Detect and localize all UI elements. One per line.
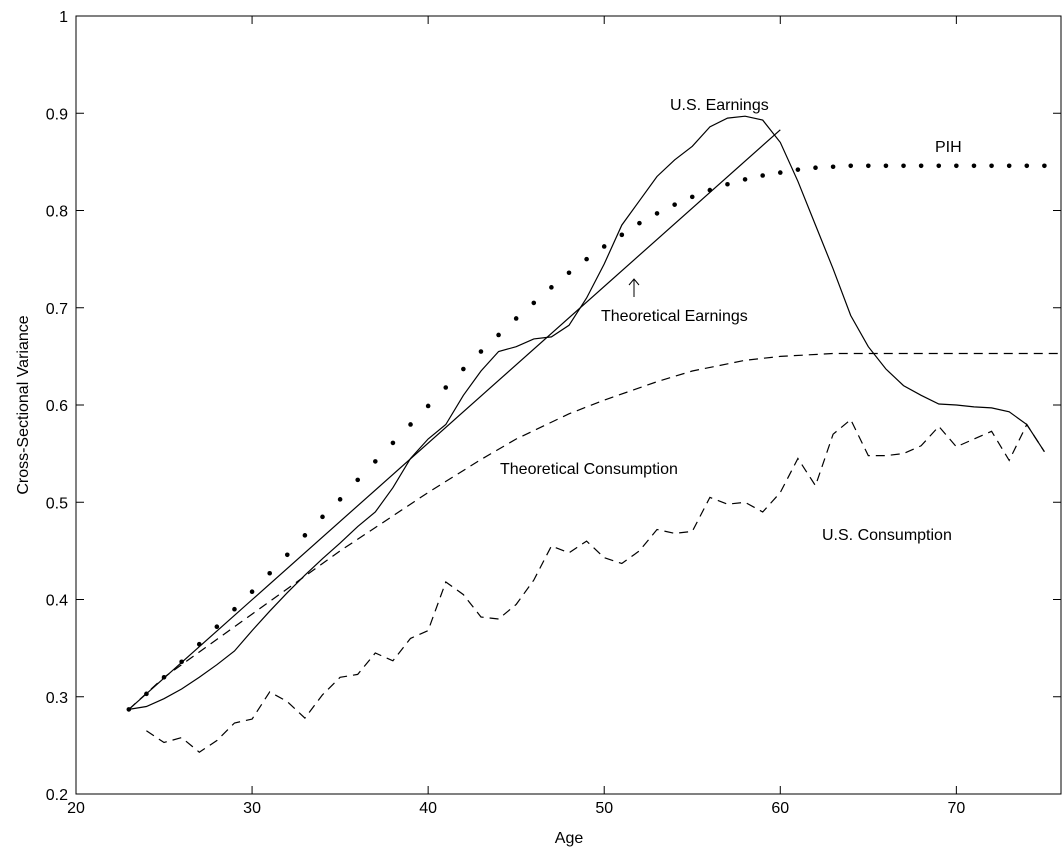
data-point — [196, 641, 202, 647]
annotation-arrow-head — [628, 278, 640, 286]
data-point — [496, 332, 501, 338]
data-point — [601, 244, 607, 249]
data-point — [513, 316, 519, 321]
data-point — [566, 270, 572, 276]
series-line — [128, 115, 1045, 710]
data-point — [390, 440, 396, 446]
data-point — [214, 624, 220, 630]
data-point — [883, 163, 889, 169]
x-tick-label: 40 — [419, 800, 437, 817]
data-point — [707, 187, 713, 193]
data-point — [689, 194, 695, 200]
data-point — [971, 163, 977, 169]
annotation: U.S. Earnings — [670, 97, 769, 114]
data-point — [654, 211, 660, 216]
data-point — [742, 177, 748, 182]
data-point — [725, 181, 730, 187]
y-tick-label: 0.2 — [46, 787, 68, 804]
data-point — [408, 422, 413, 427]
data-point — [1024, 163, 1030, 169]
data-point — [284, 552, 290, 558]
series-line — [128, 352, 1062, 710]
series-line — [146, 418, 1045, 753]
annotation: PIH — [935, 139, 962, 156]
data-point — [813, 165, 818, 171]
data-point — [443, 385, 449, 390]
data-point — [866, 163, 871, 169]
y-axis-label: Cross-Sectional Variance — [15, 315, 32, 494]
data-point — [373, 459, 378, 464]
data-point — [1042, 163, 1047, 169]
y-tick-label: 0.7 — [46, 301, 68, 318]
data-point — [936, 163, 942, 169]
data-point — [267, 570, 272, 576]
data-point — [777, 170, 783, 175]
data-point — [355, 477, 361, 483]
x-tick-label: 60 — [771, 800, 789, 817]
data-point — [232, 606, 237, 612]
data-point — [461, 366, 466, 372]
data-point — [989, 163, 994, 169]
data-point — [425, 403, 431, 409]
data-point — [918, 163, 924, 169]
plot-frame — [75, 15, 1062, 795]
x-tick-label: 50 — [595, 800, 613, 817]
y-tick-label: 0.9 — [46, 106, 68, 123]
y-tick-label: 0.8 — [46, 204, 68, 221]
data-point — [337, 497, 343, 502]
data-point — [302, 533, 308, 538]
data-point — [1006, 163, 1012, 169]
y-tick-label: 0.5 — [46, 495, 68, 512]
annotation: U.S. Consumption — [822, 527, 952, 544]
y-tick-label: 0.6 — [46, 398, 68, 415]
y-tick-label: 0.4 — [46, 593, 68, 610]
data-point — [637, 220, 642, 226]
x-tick-label: 30 — [243, 800, 261, 817]
y-tick-label: 1 — [59, 9, 68, 26]
data-point — [179, 659, 184, 665]
data-point — [478, 349, 484, 354]
data-point — [549, 285, 554, 290]
data-point — [830, 164, 836, 170]
x-tick-label: 20 — [67, 800, 85, 817]
data-point — [901, 163, 906, 169]
x-axis-label: Age — [555, 830, 584, 847]
x-tick-label: 70 — [947, 800, 965, 817]
data-point — [760, 173, 765, 178]
annotation: Theoretical Earnings — [601, 308, 748, 325]
y-tick-label: 0.3 — [46, 690, 68, 707]
data-point — [848, 163, 854, 169]
data-point — [320, 514, 325, 520]
data-point — [249, 589, 255, 595]
data-point — [795, 167, 801, 172]
data-point — [619, 232, 625, 238]
data-point — [954, 163, 959, 169]
data-point — [672, 202, 677, 207]
data-point — [531, 300, 537, 306]
data-point — [584, 256, 589, 262]
annotation: Theoretical Consumption — [500, 461, 678, 478]
series-line — [128, 129, 781, 710]
